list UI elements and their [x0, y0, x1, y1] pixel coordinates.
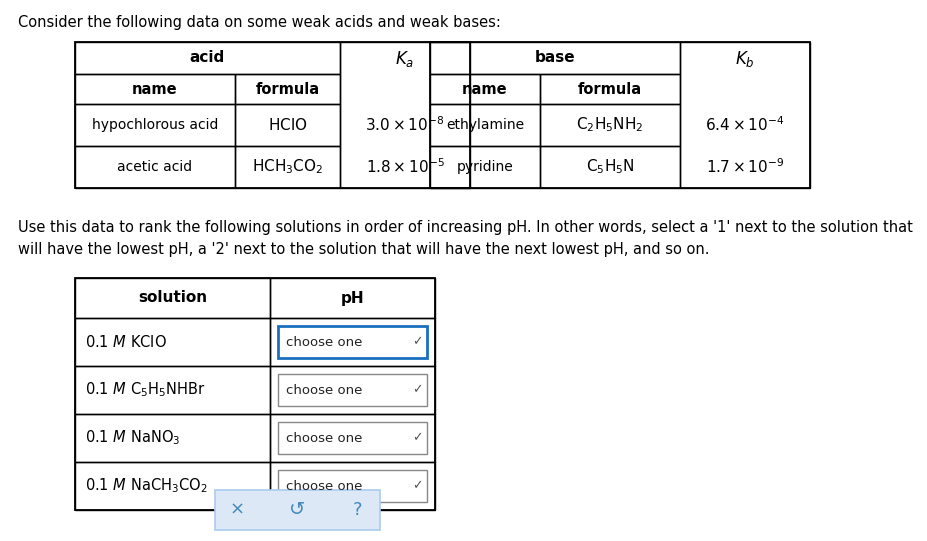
Bar: [270, 462, 435, 510]
Bar: [278, 470, 427, 502]
Bar: [278, 422, 427, 454]
Text: $1.7 \times 10^{-9}$: $1.7 \times 10^{-9}$: [705, 157, 784, 176]
Bar: [340, 42, 470, 188]
Text: ✓: ✓: [412, 384, 423, 397]
Text: choose one: choose one: [286, 479, 362, 492]
Text: hypochlorous acid: hypochlorous acid: [92, 118, 218, 132]
Bar: [430, 42, 680, 74]
Text: $3.0 \times 10^{-8}$: $3.0 \times 10^{-8}$: [365, 116, 445, 134]
Text: 0.1 $\mathit{M}$ C$_5$H$_5$NHBr: 0.1 $\mathit{M}$ C$_5$H$_5$NHBr: [85, 381, 205, 399]
Text: $\mathrm{HClO}$: $\mathrm{HClO}$: [268, 117, 307, 133]
Text: pyridine: pyridine: [457, 160, 514, 174]
Text: Use this data to rank the following solutions in order of increasing pH. In othe: Use this data to rank the following solu…: [18, 220, 913, 235]
Text: formula: formula: [256, 82, 320, 96]
Bar: [278, 374, 427, 406]
Text: name: name: [463, 82, 508, 96]
Text: $K_b$: $K_b$: [735, 49, 755, 69]
Text: name: name: [133, 82, 178, 96]
Text: $\mathrm{C_5H_5N}$: $\mathrm{C_5H_5N}$: [586, 157, 634, 176]
Text: solution: solution: [138, 291, 207, 306]
Text: $\mathrm{C_2H_5NH_2}$: $\mathrm{C_2H_5NH_2}$: [577, 116, 644, 134]
Text: choose one: choose one: [286, 335, 362, 348]
Bar: [430, 74, 540, 104]
Text: ethylamine: ethylamine: [446, 118, 524, 132]
Bar: [270, 278, 435, 318]
Text: $\mathrm{HCH_3CO_2}$: $\mathrm{HCH_3CO_2}$: [252, 157, 324, 176]
Bar: [235, 104, 340, 146]
Text: choose one: choose one: [286, 384, 362, 397]
Text: $K_a$: $K_a$: [396, 49, 414, 69]
Bar: [430, 104, 540, 146]
Text: base: base: [535, 50, 576, 65]
Text: acetic acid: acetic acid: [118, 160, 193, 174]
Text: 0.1 $\mathit{M}$ NaCH$_3$CO$_2$: 0.1 $\mathit{M}$ NaCH$_3$CO$_2$: [85, 477, 208, 496]
Text: $6.4 \times 10^{-4}$: $6.4 \times 10^{-4}$: [705, 116, 785, 134]
Bar: [75, 366, 270, 414]
Text: ↺: ↺: [289, 500, 306, 519]
Bar: [75, 42, 470, 188]
Text: ?: ?: [353, 501, 362, 519]
Text: will have the lowest pH, a '2' next to the solution that will have the next lowe: will have the lowest pH, a '2' next to t…: [18, 242, 709, 257]
Bar: [540, 74, 680, 104]
Text: $1.8 \times 10^{-5}$: $1.8 \times 10^{-5}$: [365, 157, 444, 176]
Bar: [215, 490, 380, 530]
Bar: [430, 42, 810, 188]
Bar: [270, 318, 435, 366]
Bar: [75, 104, 235, 146]
Text: acid: acid: [190, 50, 225, 65]
Bar: [75, 278, 435, 510]
Bar: [540, 146, 680, 188]
Text: ✓: ✓: [412, 335, 423, 348]
Bar: [235, 146, 340, 188]
Text: 0.1 $\mathit{M}$ KClO: 0.1 $\mathit{M}$ KClO: [85, 334, 167, 350]
Bar: [270, 366, 435, 414]
Text: ×: ×: [230, 501, 245, 519]
Bar: [430, 146, 540, 188]
Bar: [75, 42, 340, 74]
Text: ✓: ✓: [412, 432, 423, 445]
Text: ✓: ✓: [412, 479, 423, 492]
Text: pH: pH: [341, 291, 364, 306]
Bar: [270, 414, 435, 462]
Text: Consider the following data on some weak acids and weak bases:: Consider the following data on some weak…: [18, 15, 501, 30]
Bar: [540, 104, 680, 146]
Text: formula: formula: [578, 82, 642, 96]
Text: choose one: choose one: [286, 432, 362, 445]
Bar: [75, 74, 235, 104]
Bar: [235, 74, 340, 104]
Bar: [75, 146, 235, 188]
Text: 0.1 $\mathit{M}$ NaNO$_3$: 0.1 $\mathit{M}$ NaNO$_3$: [85, 428, 181, 447]
Bar: [75, 414, 270, 462]
Bar: [75, 318, 270, 366]
Bar: [75, 462, 270, 510]
Bar: [75, 278, 270, 318]
Bar: [680, 42, 810, 188]
Bar: [278, 326, 427, 358]
